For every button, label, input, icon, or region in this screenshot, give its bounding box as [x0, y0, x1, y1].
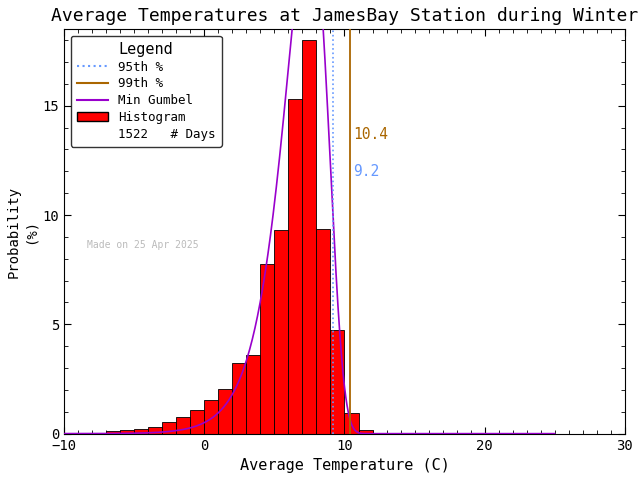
Min Gumbel	[426, 431, 434, 436]
Bar	[163, 421, 177, 433]
Y-axis label: Probability
(%): Probability (%)	[7, 185, 37, 277]
Line: Min Gumbel: Min Gumbel	[36, 0, 555, 433]
Min Gumbel	[364, 431, 371, 436]
Bar	[92, 432, 106, 433]
Text: 9.2: 9.2	[354, 164, 380, 179]
Min Gumbel	[33, 431, 40, 436]
Text: 10.4: 10.4	[354, 127, 388, 142]
Bar	[330, 330, 344, 433]
Text: Made on 25 Apr 2025: Made on 25 Apr 2025	[87, 240, 198, 250]
Bar	[260, 264, 275, 433]
Bar	[246, 355, 260, 433]
Min Gumbel	[449, 431, 457, 436]
Title: Average Temperatures at JamesBay Station during Winter: Average Temperatures at JamesBay Station…	[51, 7, 638, 25]
Bar	[232, 362, 246, 433]
Bar	[177, 417, 190, 433]
Bar	[316, 229, 330, 433]
95th %	[330, 409, 337, 415]
Min Gumbel	[348, 421, 355, 427]
99th %	[346, 409, 354, 415]
Min Gumbel	[480, 431, 488, 436]
Min Gumbel	[64, 431, 72, 436]
Min Gumbel	[334, 303, 342, 309]
95th %	[330, 431, 337, 436]
Legend: 95th %, 99th %, Min Gumbel, Histogram, 1522   # Days: 95th %, 99th %, Min Gumbel, Histogram, 1…	[70, 36, 222, 147]
X-axis label: Average Temperature (C): Average Temperature (C)	[239, 458, 449, 473]
Bar	[204, 400, 218, 433]
Bar	[106, 432, 120, 433]
Bar	[303, 40, 316, 433]
Min Gumbel	[551, 431, 559, 436]
Bar	[358, 431, 372, 433]
99th %	[346, 431, 354, 436]
Bar	[218, 389, 232, 433]
Bar	[134, 429, 148, 433]
Bar	[190, 409, 204, 433]
Bar	[148, 427, 163, 433]
Bar	[289, 99, 303, 433]
Bar	[275, 230, 289, 433]
Bar	[344, 413, 358, 433]
Bar	[120, 431, 134, 433]
